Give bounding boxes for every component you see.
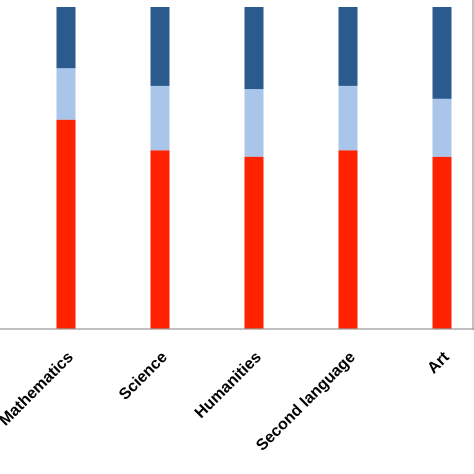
bar-science-segment-1 <box>150 150 170 329</box>
bar-second-language-segment-3 <box>338 7 358 86</box>
x-tick-label-humanities: Humanities <box>192 349 265 422</box>
bar-second-language-segment-1 <box>338 150 358 329</box>
bar-humanities-segment-3 <box>244 7 264 90</box>
bar-humanities-segment-2 <box>244 89 264 157</box>
bar-art-segment-3 <box>432 7 452 99</box>
bars-layer <box>56 7 452 329</box>
bar-humanities-segment-1 <box>244 156 264 329</box>
bar-mathematics-segment-2 <box>56 68 76 120</box>
bar-art-segment-2 <box>432 98 452 157</box>
x-tick-label-second-language: Second language <box>253 349 359 455</box>
bar-second-language-segment-2 <box>338 85 358 151</box>
bar-art-segment-1 <box>432 156 452 329</box>
bar-science-segment-2 <box>150 85 170 151</box>
x-tick-label-science: Science <box>116 349 171 404</box>
x-tick-label-art: Art <box>424 348 453 377</box>
x-tick-label-mathematics: Mathematics <box>0 349 77 430</box>
bar-mathematics-segment-3 <box>56 7 76 69</box>
bar-mathematics-segment-1 <box>56 119 76 329</box>
bar-science-segment-3 <box>150 7 170 86</box>
